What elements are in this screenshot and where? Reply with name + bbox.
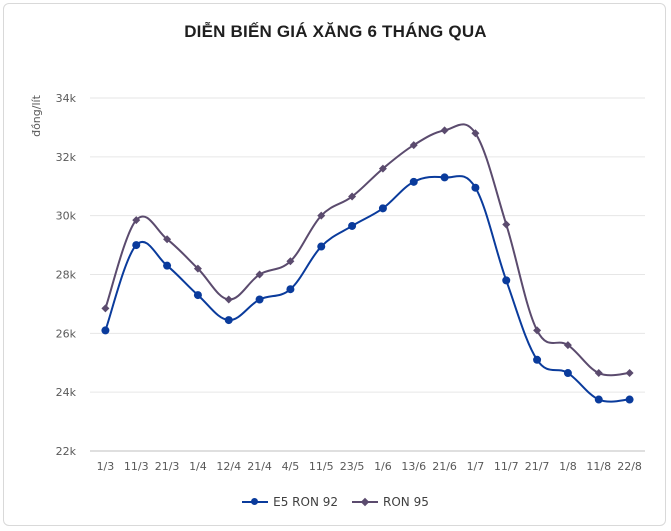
legend: E5 RON 92 RON 95 <box>0 492 671 509</box>
legend-label: E5 RON 92 <box>273 495 339 509</box>
data-point-ron95 <box>286 257 295 266</box>
series-line-ron95 <box>104 123 630 377</box>
data-point-e5-ron92 <box>471 183 480 192</box>
x-tick-label: 11/3 <box>124 460 149 473</box>
data-point-ron95 <box>163 235 172 244</box>
y-tick-label: 22k <box>56 445 77 458</box>
chart-title: DIỄN BIẾN GIÁ XĂNG 6 THÁNG QUA <box>184 22 487 41</box>
data-point-e5-ron92 <box>348 221 357 230</box>
data-point-e5-ron92 <box>502 276 511 285</box>
data-point-ron95 <box>471 129 480 138</box>
data-point-ron95 <box>563 341 572 350</box>
data-point-e5-ron92 <box>193 291 202 300</box>
x-tick-label: 1/4 <box>189 460 207 473</box>
data-point-e5-ron92 <box>625 395 634 404</box>
x-tick-label: 4/5 <box>282 460 300 473</box>
x-tick-label: 23/5 <box>340 460 365 473</box>
data-point-ron95 <box>533 326 542 335</box>
series-line-e5-ron92 <box>104 175 630 403</box>
x-tick-label: 1/7 <box>467 460 485 473</box>
legend-swatch <box>242 498 269 505</box>
data-point-ron95 <box>255 270 264 279</box>
data-point-ron95 <box>224 295 233 304</box>
legend-label: RON 95 <box>383 495 429 509</box>
data-point-e5-ron92 <box>132 241 141 250</box>
data-point-ron95 <box>378 164 387 173</box>
x-tick-label: 12/4 <box>216 460 241 473</box>
data-point-ron95 <box>409 141 418 150</box>
data-point-ron95 <box>193 264 202 273</box>
y-tick-label: 24k <box>56 386 77 399</box>
data-point-ron95 <box>502 220 511 229</box>
data-point-e5-ron92 <box>533 355 542 364</box>
data-point-ron95 <box>317 211 326 220</box>
y-tick-label: 28k <box>56 269 77 282</box>
x-tick-label: 11/7 <box>494 460 519 473</box>
legend-item-ron95: RON 95 <box>352 495 429 509</box>
data-point-e5-ron92 <box>163 261 172 270</box>
y-tick-label: 32k <box>56 151 77 164</box>
y-tick-label: 26k <box>56 327 77 340</box>
y-tick-label: 34k <box>56 92 77 105</box>
x-tick-label: 21/7 <box>525 460 550 473</box>
data-point-e5-ron92 <box>378 204 387 213</box>
data-point-ron95 <box>348 192 357 201</box>
data-point-e5-ron92 <box>594 395 603 404</box>
x-tick-label: 21/6 <box>432 460 457 473</box>
data-point-ron95 <box>625 369 634 378</box>
x-tick-label: 21/4 <box>247 460 272 473</box>
chart-frame <box>3 3 666 526</box>
circle-marker-icon <box>251 498 259 505</box>
data-point-ron95 <box>132 216 141 225</box>
data-point-e5-ron92 <box>224 316 233 325</box>
legend-swatch <box>352 497 379 507</box>
data-point-e5-ron92 <box>440 173 449 182</box>
x-tick-label: 22/8 <box>617 460 642 473</box>
legend-item-e5-ron92: E5 RON 92 <box>242 495 338 509</box>
y-tick-label: 30k <box>56 210 77 223</box>
data-point-e5-ron92 <box>286 285 295 294</box>
diamond-marker-icon <box>360 497 370 507</box>
data-point-ron95 <box>594 369 603 378</box>
data-point-ron95 <box>101 304 110 313</box>
data-point-e5-ron92 <box>255 295 264 304</box>
x-tick-label: 1/6 <box>374 460 392 473</box>
x-tick-label: 13/6 <box>401 460 426 473</box>
data-point-e5-ron92 <box>563 369 572 378</box>
x-tick-label: 11/8 <box>586 460 611 473</box>
y-axis-label: đồng/lít <box>30 94 43 136</box>
x-tick-label: 21/3 <box>155 460 180 473</box>
x-tick-label: 1/8 <box>559 460 577 473</box>
data-point-e5-ron92 <box>409 177 418 186</box>
data-point-e5-ron92 <box>317 242 326 251</box>
data-point-e5-ron92 <box>101 326 110 335</box>
x-tick-label: 1/3 <box>97 460 115 473</box>
data-point-ron95 <box>440 126 449 135</box>
x-tick-label: 11/5 <box>309 460 334 473</box>
